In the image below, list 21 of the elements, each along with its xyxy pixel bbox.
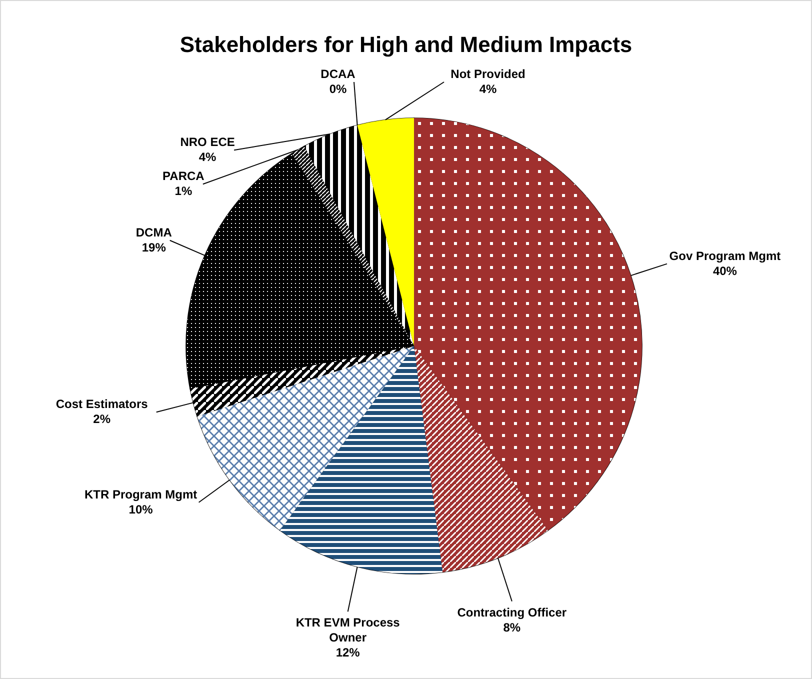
data-label: 4% <box>479 82 497 96</box>
data-label: 2% <box>93 412 111 426</box>
slice-label: PARCA <box>162 169 205 184</box>
data-label: 4% <box>198 150 217 164</box>
slice-label: Not Provided <box>450 67 526 81</box>
slice-label: NRO ECE <box>180 135 235 150</box>
data-label: 8% <box>503 620 521 634</box>
data-label: 10% <box>128 502 154 516</box>
slice-label: Cost Estimators <box>56 397 148 412</box>
data-label: 1% <box>174 184 192 198</box>
chart-title: Stakeholders for High and Medium Impacts <box>180 32 632 57</box>
data-label: 12% <box>336 646 360 660</box>
data-label: 19% <box>142 240 166 254</box>
data-label: 40% <box>712 264 738 278</box>
slice-label: Gov Program Mgmt <box>669 248 781 263</box>
category-label: DCAA <box>320 67 356 81</box>
slice-label: Contracting Officer <box>457 605 567 620</box>
slice-label: KTR Program Mgmt <box>84 487 198 502</box>
slice-label: DCMA <box>136 225 172 240</box>
slice-label: KTR EVM Process Owner <box>296 616 400 645</box>
text: 0% <box>329 82 347 96</box>
